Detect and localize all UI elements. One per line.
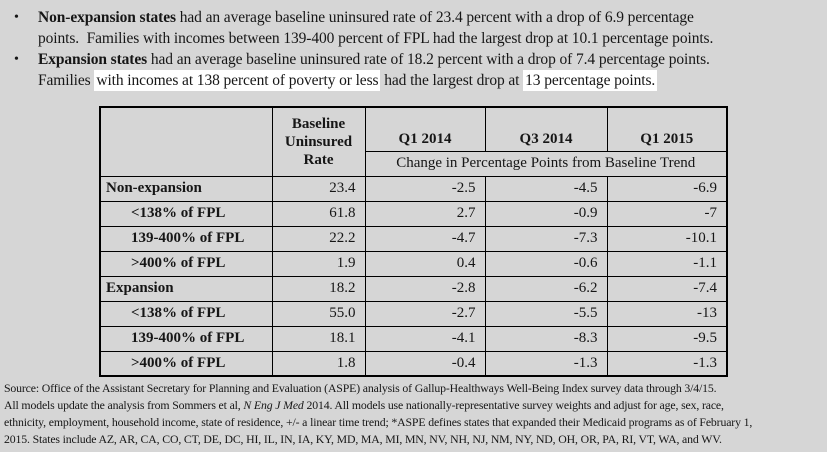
body-text: points. Families with incomes between 13… — [38, 30, 714, 47]
table-row-exp-over-400-fpl: >400% of FPL 1.8 -0.4 -1.3 -1.3 — [99, 350, 728, 377]
q3-2014-value-cell: -1.3 — [484, 350, 608, 377]
row-label-cell: >400% of FPL — [99, 350, 273, 377]
bullet-text: Non-expansion states had an average base… — [38, 7, 821, 49]
body-text: had an average baseline uninsured rate o… — [147, 51, 710, 68]
table-row-nonexp-over-400-fpl: >400% of FPL 1.9 0.4 -0.6 -1.1 — [99, 250, 728, 277]
q3-2014-value-cell: -4.5 — [484, 175, 608, 202]
q1-2015-value-cell: -1.3 — [606, 350, 728, 377]
q1-2014-value-cell: -2.5 — [364, 175, 486, 202]
source-line-4: 2015. States include AZ, AR, CA, CO, CT,… — [4, 432, 722, 446]
table-row-expansion: Expansion 18.2 -2.8 -6.2 -7.4 — [99, 275, 728, 302]
table-subheader-row: Change in Percentage Points from Baselin… — [100, 150, 728, 177]
q3-2014-value-cell: -5.5 — [484, 300, 608, 327]
body-text: Families — [38, 72, 95, 89]
column-header-q1-2014: Q1 2014 — [364, 106, 486, 152]
body-text: had an average baseline uninsured rate o… — [175, 9, 694, 26]
q1-2014-value-cell: -4.1 — [364, 325, 486, 352]
table-row-nonexp-under-138-fpl: <138% of FPL 61.8 2.7 -0.9 -7 — [99, 200, 728, 227]
q3-2014-value-cell: -8.3 — [484, 325, 608, 352]
bullet-text: Expansion states had an average baseline… — [38, 49, 821, 91]
table-corner-cell — [99, 106, 273, 177]
row-label-cell: <138% of FPL — [99, 300, 273, 327]
row-label-cell: >400% of FPL — [99, 250, 273, 277]
row-label-cell: 139-400% of FPL — [99, 225, 273, 252]
highlighted-text: 13 percentage points. — [523, 70, 658, 91]
bullet-icon: • — [14, 52, 19, 67]
baseline-value-cell: 22.2 — [271, 225, 366, 252]
body-text: had the largest drop at — [380, 72, 524, 89]
baseline-value-cell: 23.4 — [271, 175, 366, 202]
table-header: Baseline Uninsured Rate Q1 2014 Q3 2014 … — [99, 106, 728, 177]
source-line-2: All models update the analysis from Somm… — [4, 397, 827, 414]
bullet-item-expansion: • Expansion states had an average baseli… — [12, 49, 821, 91]
source-text: All models update the analysis from Somm… — [4, 398, 244, 412]
baseline-value-cell: 18.1 — [271, 325, 366, 352]
bold-text: Expansion states — [38, 51, 148, 68]
q1-2014-value-cell: 2.7 — [364, 200, 486, 227]
uninsured-rate-table: Baseline Uninsured Rate Q1 2014 Q3 2014 … — [99, 106, 728, 377]
baseline-value-cell: 55.0 — [271, 300, 366, 327]
source-note: Source: Office of the Assistant Secretar… — [0, 377, 827, 448]
q1-2014-value-cell: -2.7 — [364, 300, 486, 327]
bullet-line: Families with incomes at 138 percent of … — [38, 70, 821, 91]
q3-2014-value-cell: -0.9 — [484, 200, 608, 227]
row-label-cell: Non-expansion — [99, 175, 273, 202]
q1-2015-value-cell: -7.4 — [606, 275, 728, 302]
source-line-3: ethnicity, employment, household income,… — [4, 415, 753, 429]
q1-2015-value-cell: -1.1 — [606, 250, 728, 277]
baseline-value-cell: 61.8 — [271, 200, 366, 227]
column-header-baseline-uninsured-rate: Baseline Uninsured Rate — [271, 106, 366, 177]
q1-2014-value-cell: 0.4 — [364, 250, 486, 277]
bullet-icon: • — [14, 10, 19, 25]
table-row-exp-139-400-fpl: 139-400% of FPL 18.1 -4.1 -8.3 -9.5 — [99, 325, 728, 352]
q1-2014-value-cell: -2.8 — [364, 275, 486, 302]
source-text: 2014. All models use nationally-represen… — [303, 398, 724, 412]
q1-2015-value-cell: -6.9 — [606, 175, 728, 202]
column-header-q1-2015: Q1 2015 — [606, 106, 728, 152]
baseline-value-cell: 1.9 — [271, 250, 366, 277]
q1-2015-value-cell: -10.1 — [606, 225, 728, 252]
row-label-cell: <138% of FPL — [99, 200, 273, 227]
table-header-row: Baseline Uninsured Rate Q1 2014 Q3 2014 … — [99, 106, 728, 177]
q1-2014-value-cell: -0.4 — [364, 350, 486, 377]
change-in-percentage-points-label: Change in Percentage Points from Baselin… — [364, 150, 728, 177]
bullet-line: points. Families with incomes between 13… — [38, 28, 821, 49]
journal-name-italic: N Eng J Med — [243, 398, 304, 412]
bullet-line: Expansion states had an average baseline… — [38, 49, 821, 70]
row-label-cell: 139-400% of FPL — [99, 325, 273, 352]
baseline-value-cell: 18.2 — [271, 275, 366, 302]
q3-2014-value-cell: -7.3 — [484, 225, 608, 252]
bold-text: Non-expansion states — [38, 9, 176, 26]
q1-2014-value-cell: -4.7 — [364, 225, 486, 252]
baseline-value-cell: 1.8 — [271, 350, 366, 377]
highlighted-text: with incomes at 138 percent of poverty o… — [94, 70, 381, 91]
q1-2015-value-cell: -13 — [606, 300, 728, 327]
source-line-1: Source: Office of the Assistant Secretar… — [4, 381, 717, 395]
q1-2015-value-cell: -7 — [606, 200, 728, 227]
bullet-line: Non-expansion states had an average base… — [38, 7, 821, 28]
table-body: Non-expansion 23.4 -2.5 -4.5 -6.9 <138% … — [99, 175, 728, 377]
table-row-nonexp-139-400-fpl: 139-400% of FPL 22.2 -4.7 -7.3 -10.1 — [99, 225, 728, 252]
bullet-item-non-expansion: • Non-expansion states had an average ba… — [12, 7, 821, 49]
bullet-list: • Non-expansion states had an average ba… — [0, 0, 827, 91]
q3-2014-value-cell: -0.6 — [484, 250, 608, 277]
row-label-cell: Expansion — [99, 275, 273, 302]
column-header-q3-2014: Q3 2014 — [484, 106, 608, 152]
table-row-non-expansion: Non-expansion 23.4 -2.5 -4.5 -6.9 — [99, 175, 728, 202]
table-row-exp-under-138-fpl: <138% of FPL 55.0 -2.7 -5.5 -13 — [99, 300, 728, 327]
q1-2015-value-cell: -9.5 — [606, 325, 728, 352]
q3-2014-value-cell: -6.2 — [484, 275, 608, 302]
